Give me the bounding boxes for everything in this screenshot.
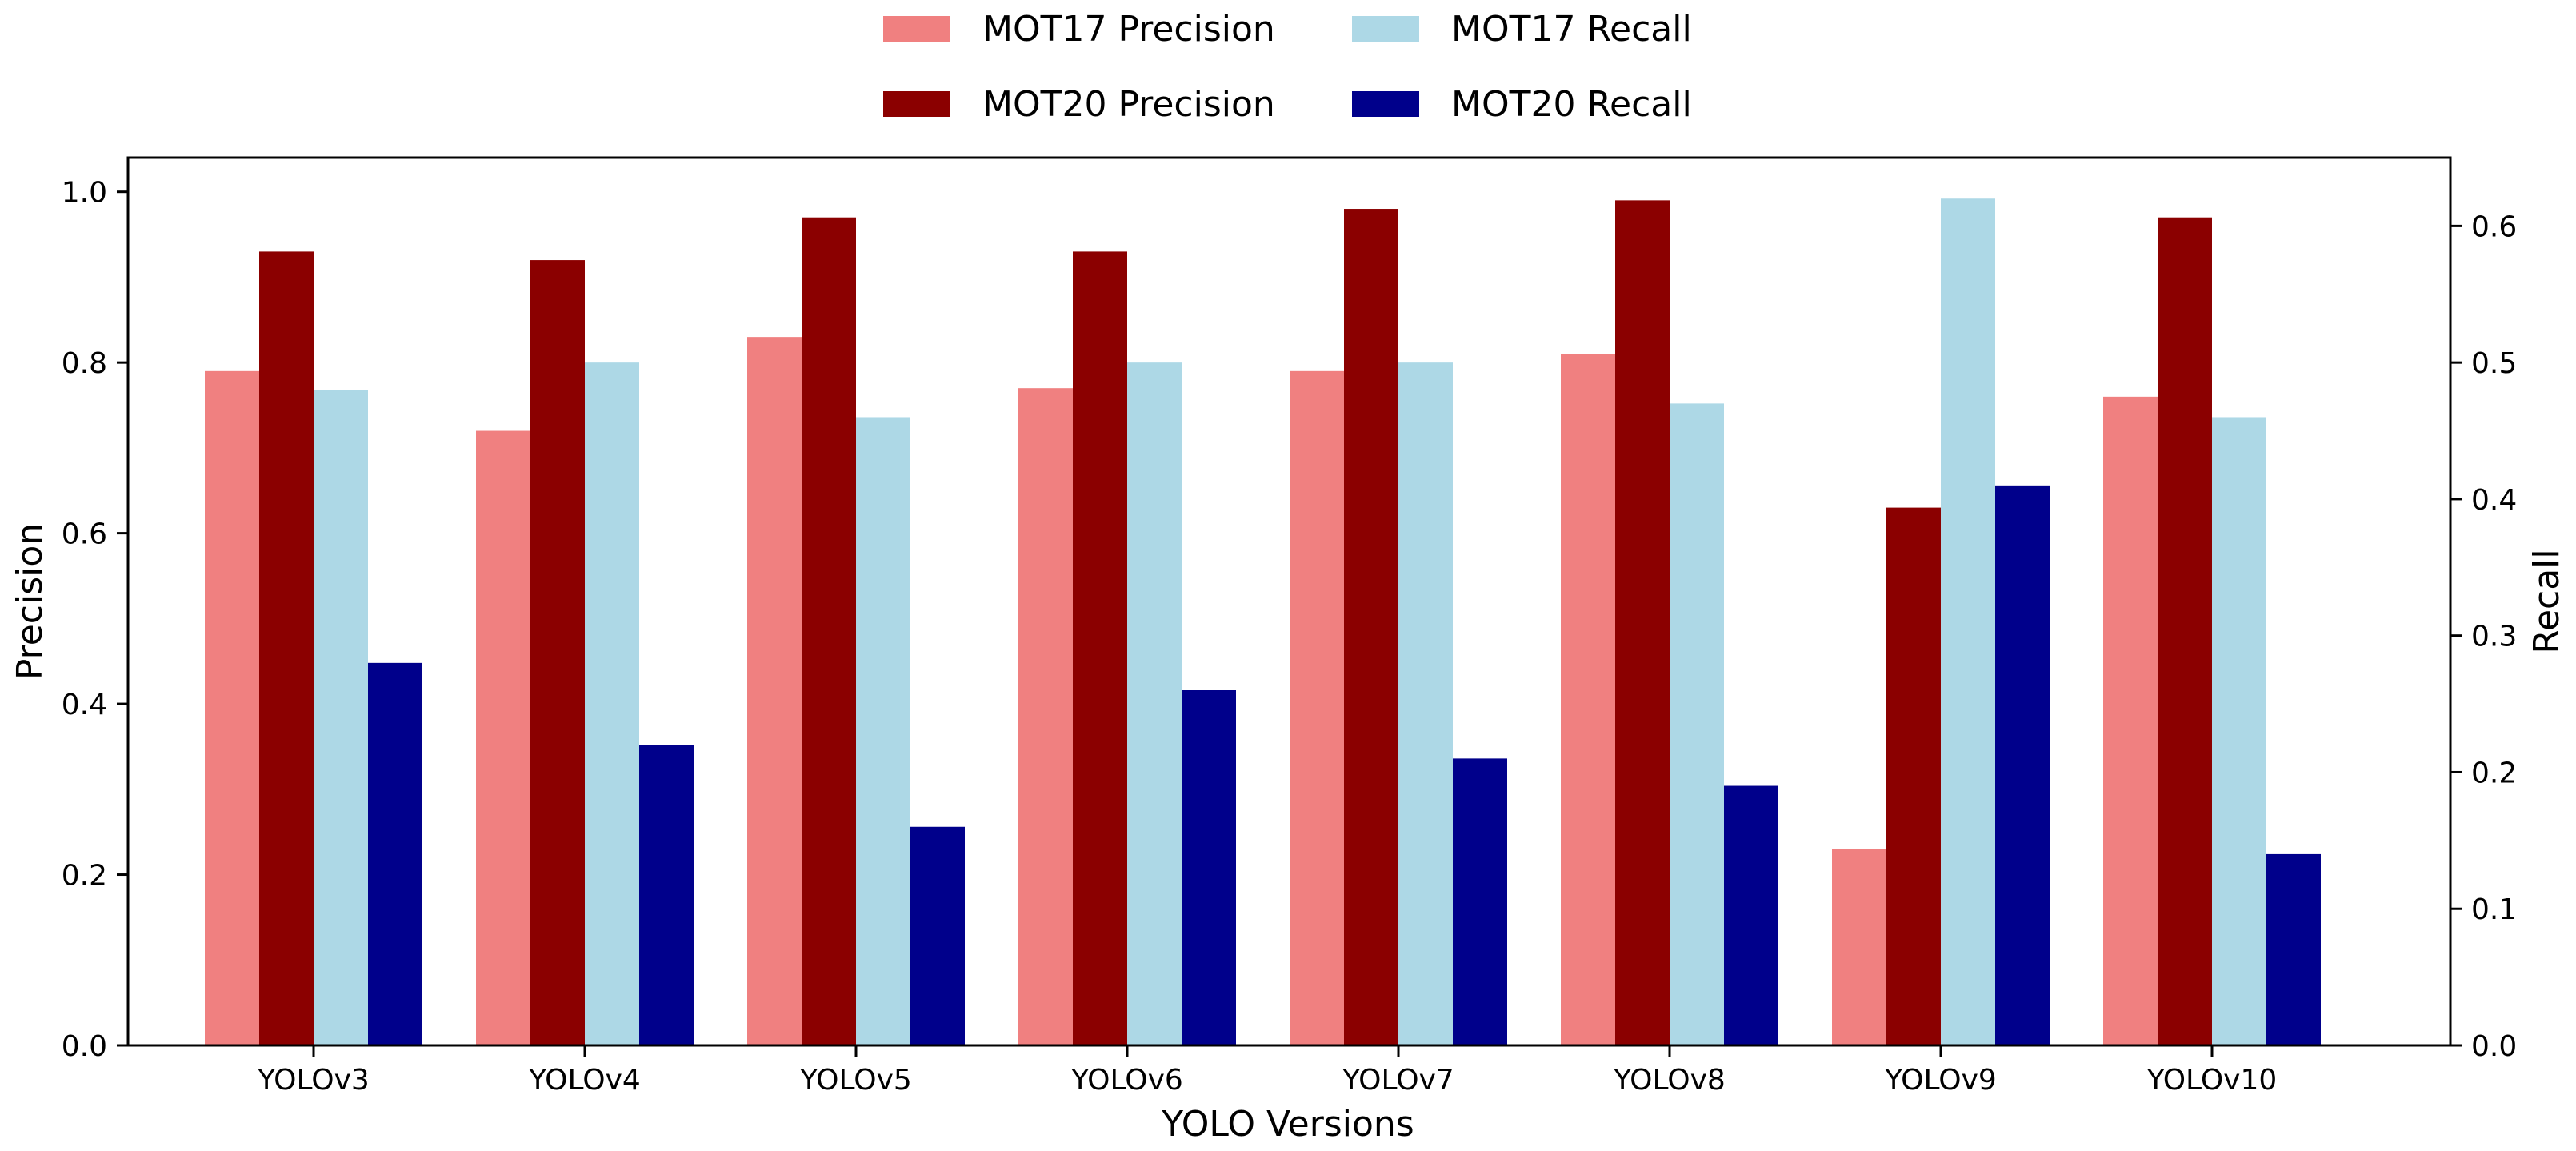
legend: MOT17 Precision MOT17 Recall MOT20 Precisi… — [883, 9, 1692, 125]
bar-mot17-precision-yolov6 — [1018, 388, 1073, 1045]
bar-mot17-recall-yolov4 — [585, 362, 639, 1046]
legend-label: MOT20 Recall — [1451, 84, 1692, 125]
legend-label: MOT17 Recall — [1451, 9, 1692, 50]
right-y-tick-label: 0.4 — [2471, 484, 2517, 517]
bar-mot20-recall-yolov6 — [1182, 690, 1236, 1045]
right-y-axis-label: Recall — [2526, 549, 2567, 653]
left-y-tick-label: 0.2 — [62, 860, 107, 893]
bar-mot17-recall-yolov8 — [1670, 403, 1724, 1045]
right-y-tick-label: 0.2 — [2471, 757, 2517, 789]
bar-mot20-precision-yolov6 — [1073, 251, 1127, 1046]
x-tick-label: YOLOv10 — [2146, 1064, 2278, 1097]
bar-mot20-recall-yolov3 — [368, 662, 422, 1045]
x-tick-label: YOLOv4 — [528, 1064, 641, 1097]
x-tick-label: YOLOv5 — [799, 1064, 912, 1097]
x-tick-label: YOLOv7 — [1342, 1064, 1454, 1097]
bar-mot20-recall-yolov7 — [1453, 758, 1507, 1045]
right-y-tick-label: 0.3 — [2471, 621, 2517, 653]
x-tick-label: YOLOv9 — [1884, 1064, 1997, 1097]
x-tick-label: YOLOv3 — [257, 1064, 370, 1097]
bar-mot17-recall-yolov3 — [314, 390, 368, 1045]
legend-swatch — [1352, 16, 1419, 42]
left-y-tick-label: 0.4 — [62, 689, 107, 721]
right-y-tick-label: 0.1 — [2471, 893, 2517, 926]
x-tick-label: YOLOv6 — [1070, 1064, 1183, 1097]
bar-mot17-precision-yolov10 — [2103, 396, 2158, 1045]
left-y-axis: 0.0 0.2 0.4 0.6 0.8 1.0 — [62, 177, 128, 1063]
left-y-axis-label: Precision — [10, 523, 50, 680]
bar-mot20-recall-yolov4 — [639, 745, 694, 1045]
left-y-tick-label: 0.6 — [62, 518, 107, 551]
x-axis-label: YOLO Versions — [1161, 1104, 1414, 1145]
bar-mot17-precision-yolov7 — [1290, 370, 1344, 1046]
x-tick-label: YOLOv8 — [1613, 1064, 1726, 1097]
bar-mot20-precision-yolov5 — [802, 217, 856, 1045]
bar-mot20-recall-yolov9 — [1995, 485, 2050, 1045]
bar-mot17-recall-yolov5 — [856, 417, 910, 1045]
bars-group — [205, 198, 2321, 1046]
legend-label: MOT20 Precision — [982, 84, 1275, 125]
left-y-tick-label: 0.0 — [62, 1030, 107, 1063]
bar-mot17-recall-yolov6 — [1127, 362, 1182, 1046]
plot-frame — [126, 156, 2452, 1047]
legend-swatch — [883, 91, 950, 117]
bar-mot17-precision-yolov3 — [205, 370, 259, 1046]
right-y-tick-label: 0.5 — [2471, 347, 2517, 380]
bar-mot20-precision-yolov3 — [259, 251, 314, 1046]
bar-mot17-precision-yolov4 — [476, 430, 530, 1045]
legend-swatch — [1352, 91, 1419, 117]
bar-mot20-precision-yolov4 — [530, 260, 585, 1046]
bar-mot20-recall-yolov8 — [1724, 785, 1778, 1045]
right-y-axis: 0.0 0.1 0.2 0.3 0.4 0.5 0.6 — [2450, 210, 2517, 1063]
left-y-tick-label: 0.8 — [62, 347, 107, 380]
right-y-tick-label: 0.6 — [2471, 210, 2517, 243]
bar-mot17-recall-yolov10 — [2212, 417, 2266, 1045]
bar-mot17-precision-yolov5 — [747, 337, 802, 1045]
bar-mot20-precision-yolov8 — [1615, 200, 1670, 1046]
bar-mot20-precision-yolov10 — [2158, 217, 2212, 1045]
bar-mot20-recall-yolov5 — [910, 826, 965, 1045]
left-y-tick-label: 1.0 — [62, 177, 107, 210]
bar-mot17-recall-yolov9 — [1941, 198, 1995, 1046]
bar-mot17-precision-yolov9 — [1832, 849, 1886, 1045]
right-y-tick-label: 0.0 — [2471, 1030, 2517, 1063]
bar-mot17-recall-yolov7 — [1398, 362, 1453, 1046]
x-axis: YOLOv3 YOLOv4 YOLOv5 YOLOv6 YOLOv7 YOLOv8 YOLO… — [257, 1045, 2277, 1097]
bar-mot20-precision-yolov9 — [1886, 507, 1941, 1045]
legend-swatch — [883, 16, 950, 42]
bar-mot20-precision-yolov7 — [1344, 209, 1398, 1045]
bar-mot20-recall-yolov10 — [2266, 853, 2321, 1045]
bar-mot17-precision-yolov8 — [1561, 354, 1615, 1045]
legend-label: MOT17 Precision — [982, 9, 1275, 50]
